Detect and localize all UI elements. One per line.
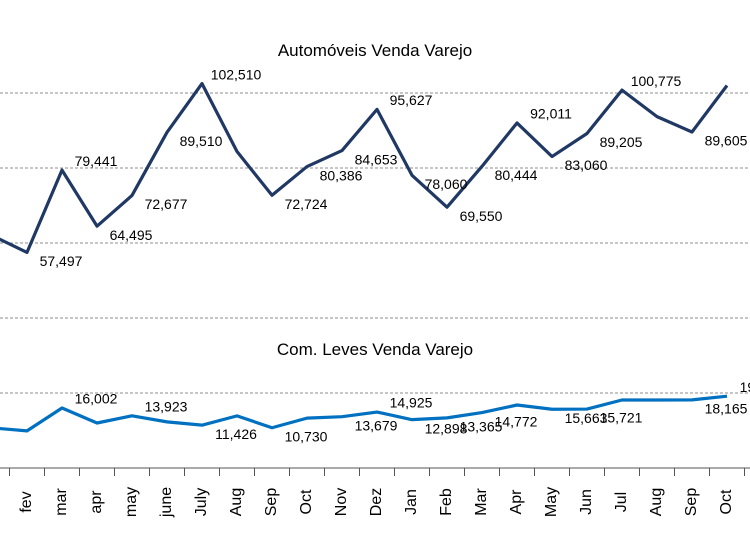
x-tick-label: Aug — [228, 488, 245, 516]
x-tick-label: Feb — [438, 488, 455, 516]
x-tick-label: Mar — [473, 488, 490, 516]
data-label: 102,510 — [211, 66, 262, 82]
data-label: 72,677 — [145, 196, 188, 212]
x-tick-label: Sep — [263, 488, 280, 517]
chart-title: Com. Leves Venda Varejo — [277, 340, 473, 359]
line — [0, 394, 728, 433]
chart-title: Automóveis Venda Varejo — [278, 41, 472, 60]
data-label: 89,605 — [705, 133, 748, 149]
data-label: 12,898 — [425, 420, 468, 436]
data-label: 79,441 — [75, 153, 118, 169]
x-tick-label: june — [158, 487, 175, 518]
data-label: 92,011 — [530, 106, 572, 122]
x-tick-label: may — [123, 487, 140, 517]
x-tick-label: Oct — [298, 489, 315, 514]
x-tick-label: Jan — [403, 489, 420, 515]
data-label: 13,679 — [355, 417, 398, 433]
data-label: 89,510 — [180, 133, 223, 149]
x-tick-label: Jun — [578, 489, 595, 515]
data-label: 18,165 — [705, 401, 748, 417]
x-tick-label: Nov — [333, 488, 350, 516]
data-label: 95,627 — [390, 92, 433, 108]
data-label: 80,386 — [320, 167, 363, 183]
data-label: 64,495 — [110, 227, 153, 243]
x-tick-label: Jul — [613, 492, 630, 512]
x-tick-label: fev — [18, 491, 35, 512]
data-label: 14,772 — [495, 413, 538, 429]
data-label: 89,205 — [600, 134, 643, 150]
data-label: 80,444 — [495, 167, 538, 183]
data-label: 14,925 — [390, 395, 433, 411]
data-label: 84,653 — [355, 151, 398, 167]
data-label: 100,775 — [631, 73, 682, 89]
data-label: 11,426 — [215, 426, 257, 442]
data-label: 19,143 — [740, 379, 750, 395]
x-tick-label: May — [543, 487, 560, 517]
x-tick-label: apr — [88, 490, 105, 514]
data-label: 83,060 — [565, 157, 608, 173]
data-label: 16,002 — [75, 391, 118, 407]
data-label: 10,730 — [285, 428, 328, 444]
line — [0, 81, 729, 254]
data-label: 57,497 — [40, 253, 83, 269]
data-label: 15,663 — [565, 410, 608, 426]
x-tick-label: Aug — [648, 488, 665, 516]
x-tick-label: Sep — [683, 488, 700, 517]
data-label: 13,923 — [145, 398, 188, 414]
data-label: 69,550 — [460, 208, 503, 224]
data-label: 72,724 — [285, 196, 328, 212]
x-tick-label: Dez — [368, 488, 385, 516]
x-tick-label: mar — [53, 488, 70, 516]
data-label: 15,721 — [600, 410, 643, 426]
x-tick-label: Apr — [508, 489, 525, 515]
data-label: 78,060 — [425, 176, 468, 192]
x-tick-label: July — [193, 488, 210, 516]
data-label: 13,365 — [460, 419, 503, 435]
x-tick-label: Oct — [718, 489, 735, 514]
